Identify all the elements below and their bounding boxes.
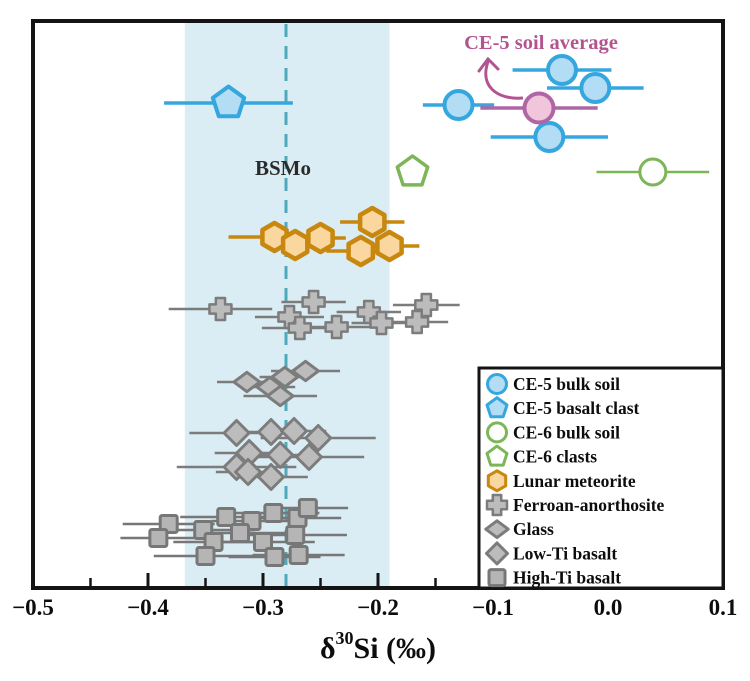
ferroan_anorthosite-marker — [301, 289, 326, 315]
lunar_meteorite-marker — [346, 234, 376, 268]
legend-item: Glass — [484, 519, 554, 540]
plot-border — [31, 19, 725, 590]
glass-marker — [270, 365, 300, 389]
x-axis-tick-label: −0.3 — [242, 595, 284, 620]
x-axis-tick-label: −0.4 — [127, 595, 169, 620]
low_ti_basalt-marker — [234, 458, 263, 486]
x-axis-tick-label: −0.1 — [472, 595, 514, 620]
legend-item-label: CE-6 bulk soil — [513, 422, 620, 442]
legend-marker-diamond_flat — [484, 519, 510, 540]
ce5-soil-average-arrow — [484, 58, 524, 100]
legend-box — [477, 366, 725, 590]
x-axis-tick-label: −0.5 — [12, 595, 54, 620]
x-axis-tick-label: 0.1 — [709, 595, 738, 620]
lunar_meteorite-marker — [375, 229, 404, 263]
low_ti_basalt-marker — [257, 418, 286, 446]
legend-item: Low-Ti basalt — [485, 541, 617, 566]
lunar_meteorite-marker — [260, 220, 289, 254]
legend-marker-diamond — [485, 541, 509, 566]
series-ce6_bulk_soil — [596, 157, 710, 187]
legend-item-label: Low-Ti basalt — [513, 543, 617, 563]
legend-marker-square — [487, 568, 507, 588]
legend-item-label: CE-5 basalt clast — [513, 398, 640, 418]
series-ce5_soil_average — [480, 91, 598, 125]
legend-item-label: Glass — [513, 519, 554, 539]
legend-item: CE-5 bulk soil — [486, 373, 620, 395]
legend-item: CE-6 clasts — [485, 444, 597, 467]
ferroan_anorthosite-marker — [414, 292, 439, 318]
high_ti_basalt-marker — [285, 525, 306, 545]
low_ti_basalt-marker — [280, 417, 309, 445]
series-ce5_basalt_clast — [164, 84, 293, 119]
low_ti_basalt-marker — [266, 441, 295, 469]
legend-item-label: CE-6 clasts — [513, 447, 597, 467]
low_ti_basalt-marker — [304, 424, 333, 452]
legend-marker-cross — [485, 493, 509, 517]
legend-item: CE-6 bulk soil — [486, 421, 620, 444]
series-lunar_meteorite — [228, 205, 420, 268]
high_ti_basalt-marker — [263, 503, 284, 523]
ce6_clasts-marker — [395, 154, 430, 187]
ce5-soil-average-label: CE-5 soil average — [464, 32, 618, 54]
ferroan_anorthosite-marker — [324, 314, 349, 340]
low_ti_basalt-marker — [295, 443, 323, 471]
ce6_bulk_soil-marker — [638, 157, 668, 187]
x-axis-tick-label: 0.0 — [594, 595, 623, 620]
ferroan_anorthosite-marker — [287, 315, 313, 341]
low_ti_basalt-marker — [222, 419, 251, 447]
legend-item-label: Ferroan-anorthosite — [513, 495, 665, 515]
legend-item-label: Lunar meteorite — [513, 471, 636, 491]
ce5_bulk_soil-marker — [546, 54, 578, 86]
lunar_meteorite-marker — [357, 205, 387, 239]
high_ti_basalt-marker — [297, 498, 318, 518]
high_ti_basalt-marker — [216, 507, 237, 527]
ferroan_anorthosite-marker — [369, 310, 394, 336]
legend-item: CE-5 basalt clast — [485, 396, 640, 419]
legend-item: Lunar meteorite — [486, 469, 636, 493]
glass-marker — [265, 384, 295, 408]
legend-marker-circle — [486, 421, 508, 444]
ce5_bulk_soil-marker — [579, 72, 612, 104]
legend-item-label: CE-5 bulk soil — [513, 374, 620, 394]
legend-marker-circle — [486, 373, 508, 395]
low_ti_basalt-marker — [257, 463, 286, 491]
x-axis-title: δ30Si (‰) — [320, 628, 436, 665]
series-low_ti_basalt — [176, 417, 376, 491]
ferroan_anorthosite-marker — [208, 296, 233, 322]
high_ti_basalt-marker — [253, 532, 273, 552]
legend-marker-pentagon — [485, 396, 509, 419]
ce5_soil_average-marker — [522, 91, 556, 125]
legend-item: High-Ti basalt — [487, 568, 621, 588]
series-ce5_bulk_soil — [422, 54, 644, 153]
legend: CE-5 bulk soil CE-5 basalt clast CE-6 bulk… — [477, 366, 725, 590]
lunar_meteorite-marker — [306, 221, 335, 255]
ce5_basalt_clast-marker — [210, 84, 247, 119]
high_ti_basalt-marker — [230, 523, 250, 543]
lunar_meteorite-marker — [280, 228, 310, 262]
legend-item: Ferroan-anorthosite — [485, 493, 665, 517]
ce5-soil-average-arrowhead — [477, 56, 500, 73]
series-ce6_clasts — [395, 154, 430, 187]
series-glass — [217, 359, 341, 408]
high_ti_basalt-marker — [288, 545, 309, 565]
bsmo-label: BSMo — [255, 156, 311, 180]
glass-marker — [291, 359, 320, 383]
series-ferroan_anorthosite — [168, 289, 460, 341]
glass-marker — [232, 370, 262, 394]
high_ti_basalt-marker — [195, 546, 216, 566]
legend-item-label: High-Ti basalt — [513, 568, 621, 588]
x-axis-tick-label: −0.2 — [357, 595, 399, 620]
legend-marker-pentagon — [485, 444, 509, 467]
high_ti_basalt-marker — [148, 528, 169, 548]
ce5_bulk_soil-marker — [533, 121, 566, 153]
series-high_ti_basalt — [120, 498, 349, 567]
legend-marker-hexagon — [486, 469, 508, 493]
ferroan_anorthosite-marker — [404, 309, 430, 335]
ce5_bulk_soil-marker — [442, 89, 475, 121]
high_ti_basalt-marker — [264, 547, 285, 567]
